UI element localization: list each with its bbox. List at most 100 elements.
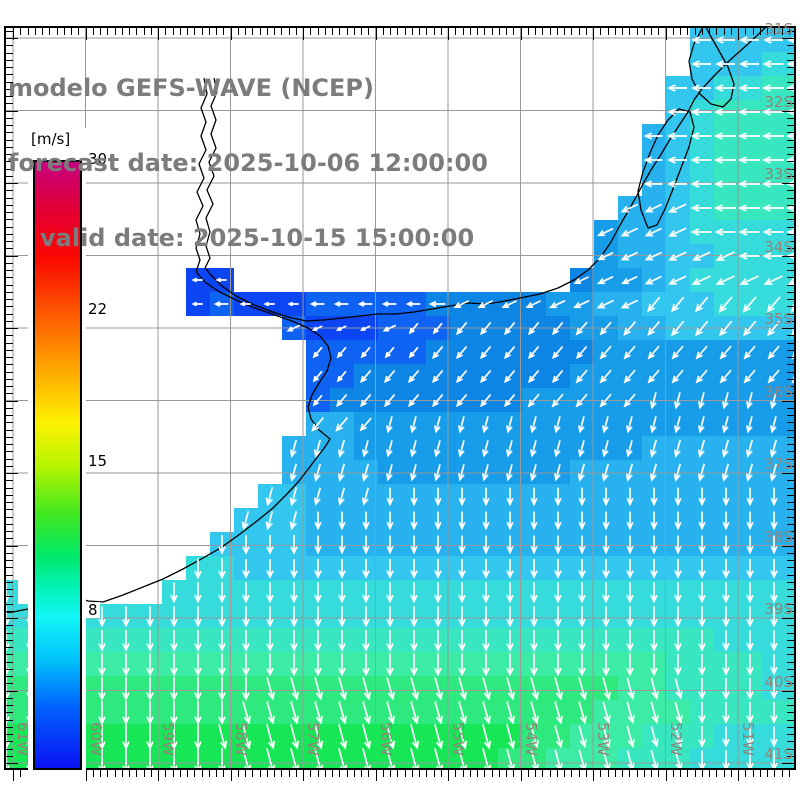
tick-mark [787,741,795,743]
tick-mark [787,509,795,511]
tick-mark [535,27,536,35]
longitude-label: 58W [231,722,250,756]
tick-mark [5,262,13,264]
tick-mark [208,769,210,777]
tick-mark [5,132,13,134]
tick-mark [5,204,13,206]
tick-mark [787,560,795,561]
tick-mark [787,241,795,242]
tick-mark [288,27,290,35]
tick-mark [5,103,13,105]
tick-mark [332,769,333,777]
tick-mark [5,748,13,750]
tick-mark [498,27,500,35]
tick-mark [5,545,18,547]
tick-mark [787,697,795,699]
tick-mark [208,27,210,35]
tick-mark [506,769,507,777]
tick-mark [787,589,795,590]
tick-mark [5,161,13,163]
tick-mark [5,364,13,366]
tick-mark [787,407,795,409]
tick-mark [5,139,13,141]
tick-mark [520,769,522,781]
tick-mark [172,27,174,35]
tick-mark [194,769,196,777]
tick-mark [187,27,188,35]
tick-mark [375,27,377,40]
tick-mark [787,284,795,286]
tick-mark [787,668,795,670]
tick-mark [585,769,587,777]
tick-mark [787,306,795,308]
tick-mark [158,27,159,40]
latitude-label: 36S [764,382,793,401]
tick-mark [5,726,13,728]
tick-mark [787,291,795,293]
tick-mark [448,769,449,781]
tick-mark [787,349,795,351]
tick-mark [787,132,795,134]
tick-mark [34,27,36,35]
tick-mark [730,769,732,777]
tick-mark [787,125,795,126]
colorbar: [m/s] [28,128,86,778]
tick-mark [5,67,13,68]
tick-mark [201,769,203,777]
plot-title: modelo GEFS-WAVE (NCEP) forecast date: 2… [8,26,488,301]
tick-mark [5,697,13,699]
tick-mark [787,262,795,264]
tick-mark [787,654,795,656]
tick-mark [787,574,795,576]
tick-mark [723,769,725,777]
tick-mark [787,299,795,300]
tick-mark [484,769,486,777]
tick-mark [78,27,80,35]
tick-mark [317,769,319,777]
tick-mark [787,96,795,97]
tick-mark [781,769,783,777]
tick-mark [774,769,776,777]
tick-mark [787,748,795,750]
tick-mark [5,241,13,242]
tick-mark [332,27,333,35]
tick-mark [13,27,14,40]
latitude-label: 37S [764,455,793,473]
tick-mark [787,204,795,206]
tick-mark [346,27,348,35]
tick-mark [5,639,13,641]
tick-mark [469,27,471,35]
tick-mark [787,313,795,315]
tick-mark [143,769,145,777]
tick-mark [121,769,123,777]
tick-mark [782,183,795,184]
tick-mark [129,769,130,777]
tick-mark [114,769,116,777]
tick-mark [5,589,13,590]
tick-mark [787,444,795,445]
longitude-label: 59W [159,722,177,756]
tick-mark [368,27,370,35]
tick-mark [295,769,297,777]
tick-mark [787,567,795,569]
tick-mark [5,270,13,271]
tick-mark [100,27,101,35]
tick-mark [5,125,13,126]
tick-mark [252,27,254,35]
colorbar-tick-label: 8 [86,601,100,620]
tick-mark [600,769,602,777]
tick-mark [787,67,795,68]
tick-mark [150,27,152,35]
tick-mark [361,769,362,777]
tick-mark [701,769,703,777]
tick-mark [614,769,616,777]
tick-mark [477,27,478,35]
wind-arrow-layer [5,36,795,769]
tick-mark [787,342,795,344]
colorbar-unit-label: [m/s] [31,130,71,148]
tick-mark [643,769,645,777]
tick-mark [542,27,544,35]
tick-mark [782,618,795,619]
tick-mark [787,705,795,706]
